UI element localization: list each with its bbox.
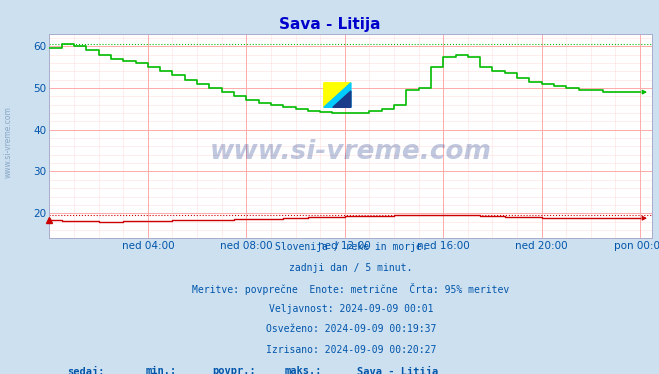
Text: www.si-vreme.com: www.si-vreme.com (210, 140, 492, 165)
Polygon shape (324, 83, 351, 107)
Polygon shape (333, 91, 351, 107)
Text: Veljavnost: 2024-09-09 00:01: Veljavnost: 2024-09-09 00:01 (269, 304, 433, 314)
Text: Izrisano: 2024-09-09 00:20:27: Izrisano: 2024-09-09 00:20:27 (266, 344, 436, 355)
Text: sedaj:: sedaj: (67, 366, 105, 374)
Text: povpr.:: povpr.: (212, 366, 256, 374)
Text: Osveženo: 2024-09-09 00:19:37: Osveženo: 2024-09-09 00:19:37 (266, 324, 436, 334)
Text: Meritve: povprečne  Enote: metrične  Črta: 95% meritev: Meritve: povprečne Enote: metrične Črta:… (192, 283, 509, 295)
Text: maks.:: maks.: (285, 366, 322, 374)
Text: Sava - Litija: Sava - Litija (279, 17, 380, 32)
Text: Slovenija / reke in morje.: Slovenija / reke in morje. (275, 242, 427, 252)
Polygon shape (324, 83, 351, 107)
Text: Sava - Litija: Sava - Litija (357, 366, 438, 374)
Text: min.:: min.: (146, 366, 177, 374)
Text: www.si-vreme.com: www.si-vreme.com (3, 106, 13, 178)
Text: zadnji dan / 5 minut.: zadnji dan / 5 minut. (289, 263, 413, 273)
